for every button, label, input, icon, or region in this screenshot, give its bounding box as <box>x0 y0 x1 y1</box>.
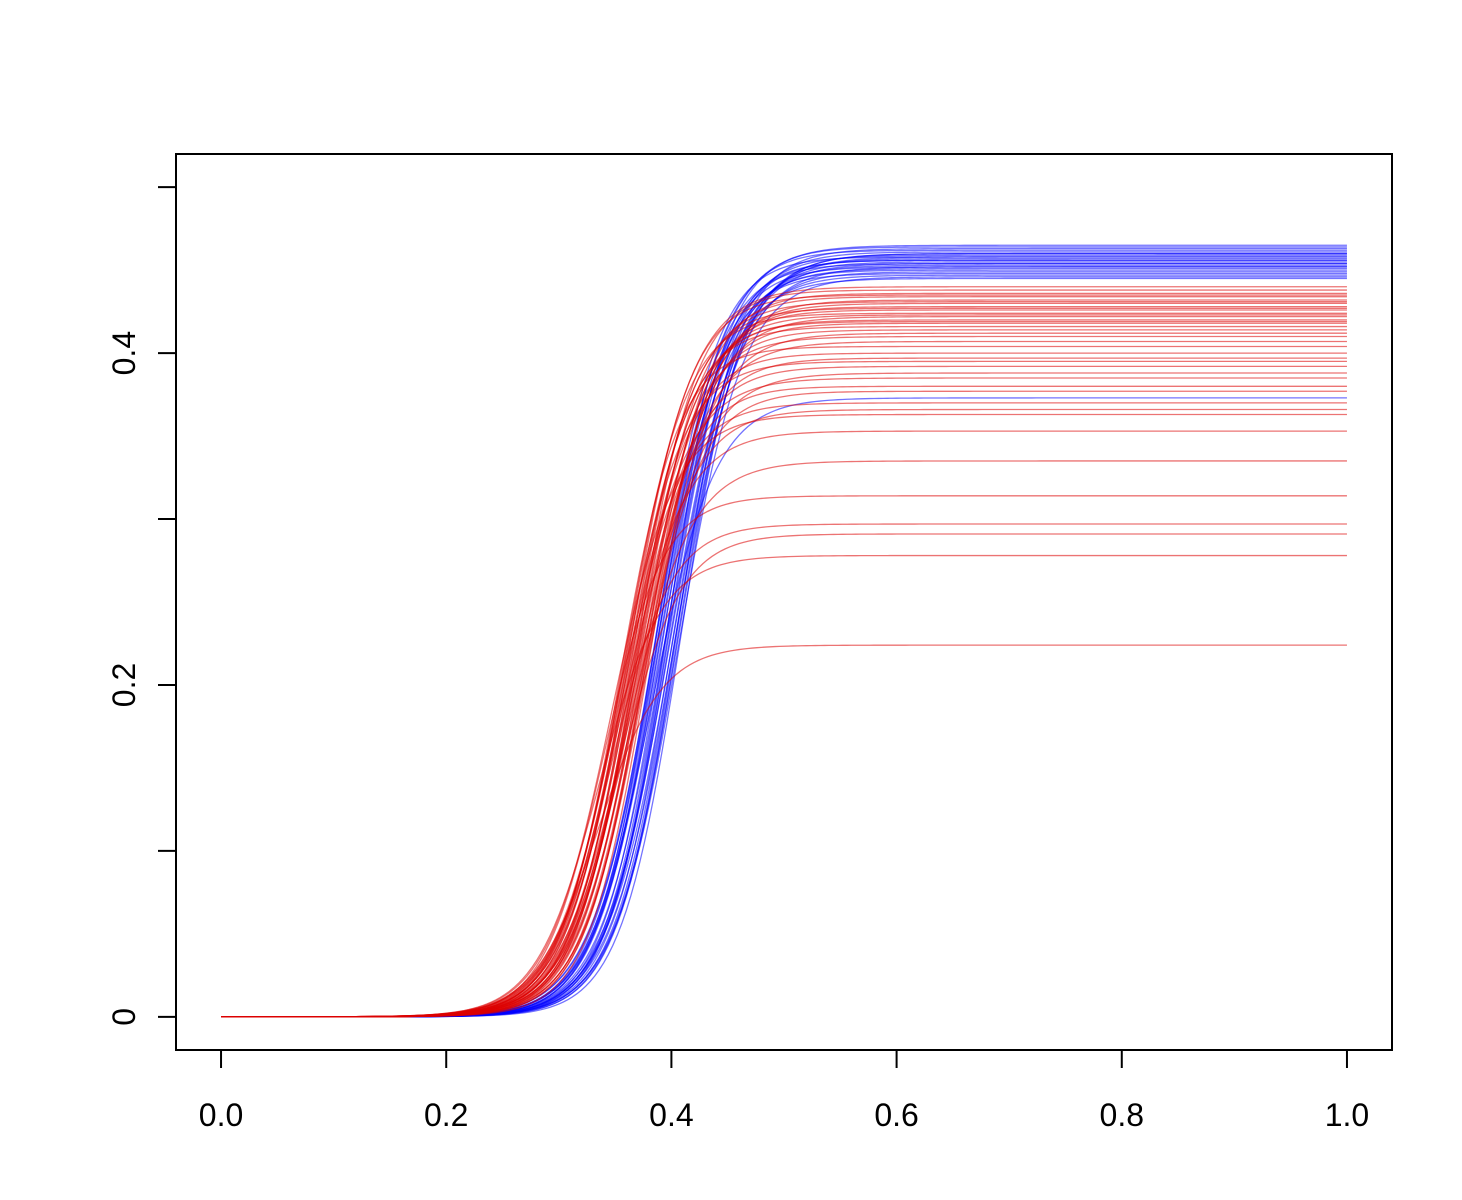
blue-series-line <box>221 261 1347 1018</box>
x-tick-label: 1.0 <box>1325 1097 1369 1133</box>
curves-layer <box>221 244 1347 1018</box>
red-series-line <box>221 315 1347 1018</box>
plot-frame <box>175 153 1393 1051</box>
red-series-line <box>221 309 1347 1018</box>
y-tick-label: 0.4 <box>106 331 142 375</box>
blue-series-line <box>221 277 1347 1018</box>
blue-series-line <box>221 254 1347 1018</box>
red-series-line <box>221 523 1347 1018</box>
red-series-line <box>221 360 1347 1018</box>
x-tick-label: 0.0 <box>199 1097 243 1133</box>
red-series-line <box>221 296 1347 1018</box>
red-series-line <box>221 408 1347 1018</box>
y-tick-label: 0.2 <box>106 663 142 707</box>
red-series-line <box>221 357 1347 1018</box>
red-series-line <box>221 365 1347 1018</box>
red-series-line <box>221 377 1347 1018</box>
red-series-line <box>221 352 1347 1018</box>
red-series-line <box>221 289 1347 1018</box>
red-series-line <box>221 460 1347 1018</box>
blue-series-line <box>221 397 1347 1018</box>
red-series-line <box>221 332 1347 1018</box>
red-series-line <box>221 319 1347 1018</box>
red-series-line <box>221 325 1347 1018</box>
blue-series-line <box>221 262 1347 1018</box>
x-tick-label: 0.2 <box>424 1097 468 1133</box>
blue-series-line <box>221 266 1347 1018</box>
red-series-line <box>221 345 1347 1018</box>
red-series-line <box>221 292 1347 1018</box>
blue-series-line <box>221 252 1347 1018</box>
blue-series-line <box>221 252 1347 1018</box>
red-series-line <box>221 312 1347 1018</box>
y-tick-label: 0 <box>106 1008 142 1026</box>
red-series-line <box>221 302 1347 1018</box>
blue-series-line <box>221 259 1347 1018</box>
blue-series-line <box>221 271 1347 1018</box>
red-series-line <box>221 314 1347 1018</box>
red-series-line <box>221 390 1347 1018</box>
red-series-line <box>221 329 1347 1018</box>
red-series-line <box>221 305 1347 1018</box>
red-series-line <box>221 402 1347 1018</box>
blue-series-line <box>221 257 1347 1018</box>
red-series-line <box>221 385 1347 1018</box>
red-series-line <box>221 335 1347 1018</box>
blue-series-line <box>221 262 1347 1018</box>
red-series-line <box>221 554 1347 1018</box>
x-tick-label: 0.4 <box>649 1097 693 1133</box>
y-axis: 0 0.2 0.4 <box>106 186 177 1026</box>
x-tick-label: 0.8 <box>1100 1097 1144 1133</box>
x-tick-label: 0.6 <box>874 1097 918 1133</box>
red-series-line <box>221 495 1347 1018</box>
red-series-line <box>221 320 1347 1018</box>
red-series-line <box>221 644 1347 1018</box>
blue-series-line <box>221 259 1347 1018</box>
red-series-line <box>221 372 1347 1018</box>
red-series-line <box>221 430 1347 1018</box>
blue-series-line <box>221 266 1347 1018</box>
red-series-line <box>221 322 1347 1018</box>
red-series-line <box>221 533 1347 1018</box>
blue-series-line <box>221 246 1347 1018</box>
red-series-line <box>221 413 1347 1018</box>
red-series-line <box>221 340 1347 1018</box>
x-axis: 0.0 0.2 0.4 0.6 0.8 1.0 <box>199 1049 1369 1133</box>
